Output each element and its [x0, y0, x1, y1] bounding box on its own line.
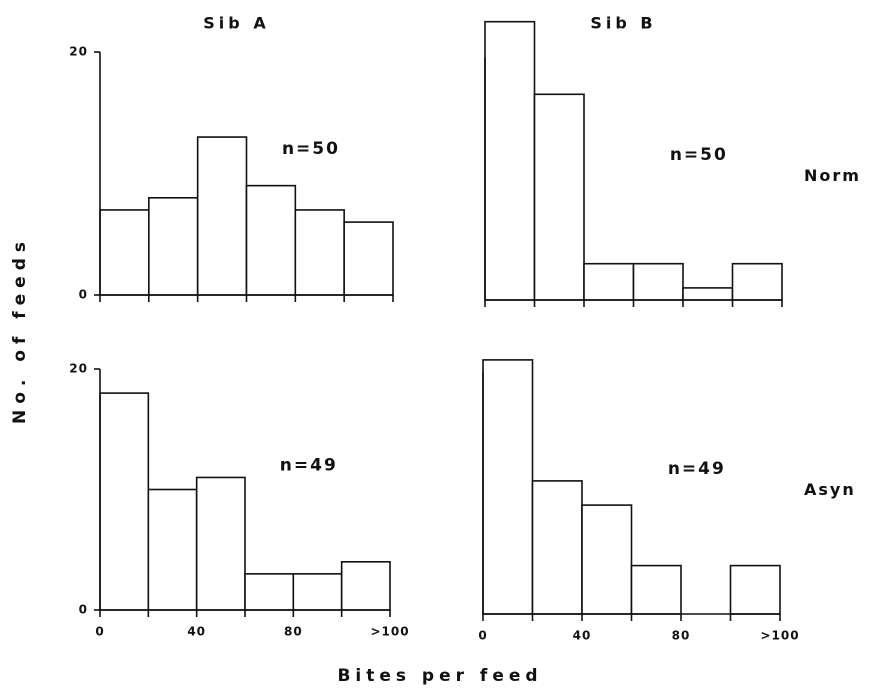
bar	[340, 560, 391, 611]
x-tick-label: 40	[573, 629, 592, 643]
bar	[729, 564, 781, 615]
bar	[244, 573, 295, 611]
annotation: n=49	[280, 455, 338, 475]
x-tick-label: 0	[95, 625, 104, 639]
bar	[531, 480, 583, 615]
annotation: n=50	[282, 139, 340, 159]
bar	[731, 262, 783, 301]
bar	[583, 262, 635, 301]
x-tick-label: >100	[760, 629, 799, 643]
bar	[294, 209, 345, 296]
x-tick-label: 80	[284, 625, 303, 639]
bar	[533, 93, 585, 301]
bar	[343, 221, 394, 296]
x-axis-label: Bites per feed	[337, 666, 542, 686]
y-axis-label: No. of feeds	[10, 236, 30, 424]
bar	[482, 359, 534, 615]
y-tick-label: 20	[69, 45, 88, 59]
bar	[148, 197, 199, 296]
annotation: n=50	[670, 145, 728, 165]
bar	[632, 262, 684, 301]
bar	[99, 209, 150, 296]
bar	[630, 564, 682, 615]
row-label: Asyn	[804, 480, 856, 499]
bar	[196, 136, 248, 296]
x-tick-label: 80	[672, 629, 691, 643]
bar	[195, 476, 246, 611]
bar	[147, 488, 198, 611]
panel-title: Sib B	[590, 14, 656, 33]
x-tick-label: 40	[187, 625, 206, 639]
x-tick-label: 0	[478, 629, 487, 643]
bar	[682, 287, 734, 301]
y-tick-label: 20	[69, 362, 88, 376]
bar	[99, 392, 150, 611]
panel-title: Sib A	[203, 14, 269, 33]
bar	[581, 504, 633, 615]
bar	[245, 184, 297, 296]
y-tick-label: 0	[79, 603, 88, 617]
row-label: Norm	[804, 166, 861, 185]
bar	[292, 573, 343, 611]
bar	[484, 20, 536, 301]
annotation: n=49	[668, 459, 726, 479]
x-tick-label: >100	[370, 625, 409, 639]
y-tick-label: 0	[79, 288, 88, 302]
